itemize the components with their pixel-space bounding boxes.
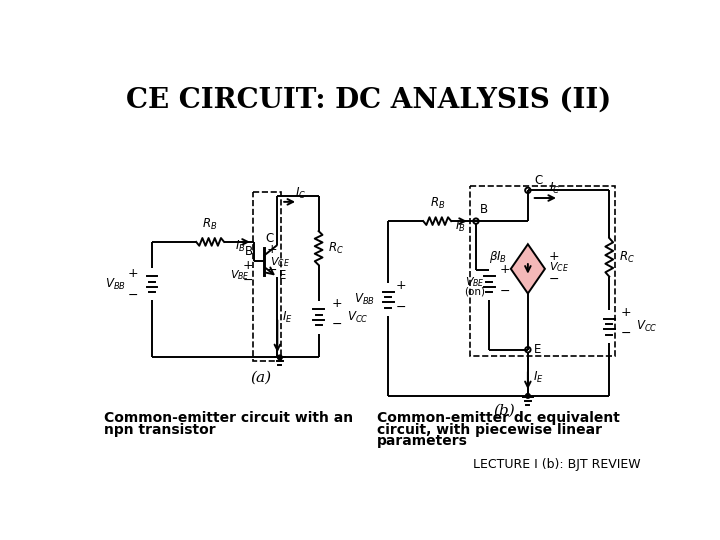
Text: −: − — [500, 285, 510, 298]
Text: npn transistor: npn transistor — [104, 423, 215, 437]
Text: (on): (on) — [464, 287, 485, 297]
Text: $V_{CE}$: $V_{CE}$ — [270, 255, 290, 269]
Text: E: E — [534, 343, 541, 356]
Text: −: − — [128, 288, 139, 301]
Text: +: + — [128, 267, 139, 280]
Text: $V_{BE}$: $V_{BE}$ — [465, 275, 485, 289]
Bar — [469, 186, 616, 356]
Text: $I_C$: $I_C$ — [549, 181, 561, 196]
Text: $V_{CC}$: $V_{CC}$ — [636, 319, 657, 334]
Text: parameters: parameters — [377, 434, 467, 448]
Text: Common-emitter dc equivalent: Common-emitter dc equivalent — [377, 411, 620, 426]
Text: +: + — [332, 296, 343, 309]
Polygon shape — [510, 244, 545, 294]
Text: (a): (a) — [250, 371, 271, 385]
Text: +: + — [621, 306, 631, 319]
Text: Common-emitter circuit with an: Common-emitter circuit with an — [104, 411, 353, 426]
Text: −: − — [621, 327, 631, 340]
Text: −: − — [332, 318, 343, 331]
Text: −: − — [242, 274, 253, 287]
Circle shape — [473, 218, 479, 224]
Text: (b): (b) — [494, 404, 516, 418]
Circle shape — [277, 355, 282, 360]
Text: +: + — [549, 249, 559, 262]
Circle shape — [525, 187, 531, 193]
Text: CE CIRCUIT: DC ANALYSIS (II): CE CIRCUIT: DC ANALYSIS (II) — [127, 86, 611, 113]
Text: B: B — [245, 245, 253, 258]
Text: $R_C$: $R_C$ — [328, 240, 344, 255]
Text: $I_B$: $I_B$ — [235, 239, 246, 254]
Text: +: + — [242, 259, 253, 272]
Text: C: C — [266, 232, 274, 245]
Text: C: C — [534, 174, 542, 187]
Text: $V_{BB}$: $V_{BB}$ — [354, 292, 374, 307]
Text: $V_{BB}$: $V_{BB}$ — [105, 276, 126, 292]
Text: $R_B$: $R_B$ — [430, 196, 445, 211]
Text: $R_C$: $R_C$ — [618, 249, 634, 265]
Text: $I_E$: $I_E$ — [282, 310, 292, 325]
Text: +: + — [499, 264, 510, 276]
Text: circuit, with piecewise linear: circuit, with piecewise linear — [377, 423, 602, 437]
Text: $\beta I_B$: $\beta I_B$ — [489, 248, 507, 265]
Text: E: E — [279, 269, 287, 282]
Text: $V_{CC}$: $V_{CC}$ — [346, 310, 368, 325]
Bar — [253, 192, 282, 361]
Text: $R_B$: $R_B$ — [202, 217, 217, 232]
Text: $I_B$: $I_B$ — [455, 219, 466, 234]
Text: −: − — [549, 273, 559, 286]
Circle shape — [525, 347, 531, 353]
Text: −: − — [267, 264, 277, 276]
Text: −: − — [395, 300, 406, 313]
Text: B: B — [480, 204, 488, 217]
Text: $V_{BE}$: $V_{BE}$ — [230, 268, 250, 282]
Circle shape — [526, 394, 530, 398]
Text: $I_E$: $I_E$ — [534, 369, 544, 384]
Text: $V_{CE}$: $V_{CE}$ — [549, 260, 569, 274]
Text: $I_C$: $I_C$ — [295, 186, 306, 201]
Text: LECTURE I (b): BJT REVIEW: LECTURE I (b): BJT REVIEW — [472, 457, 640, 470]
Text: +: + — [395, 279, 406, 292]
Text: +: + — [267, 244, 277, 256]
